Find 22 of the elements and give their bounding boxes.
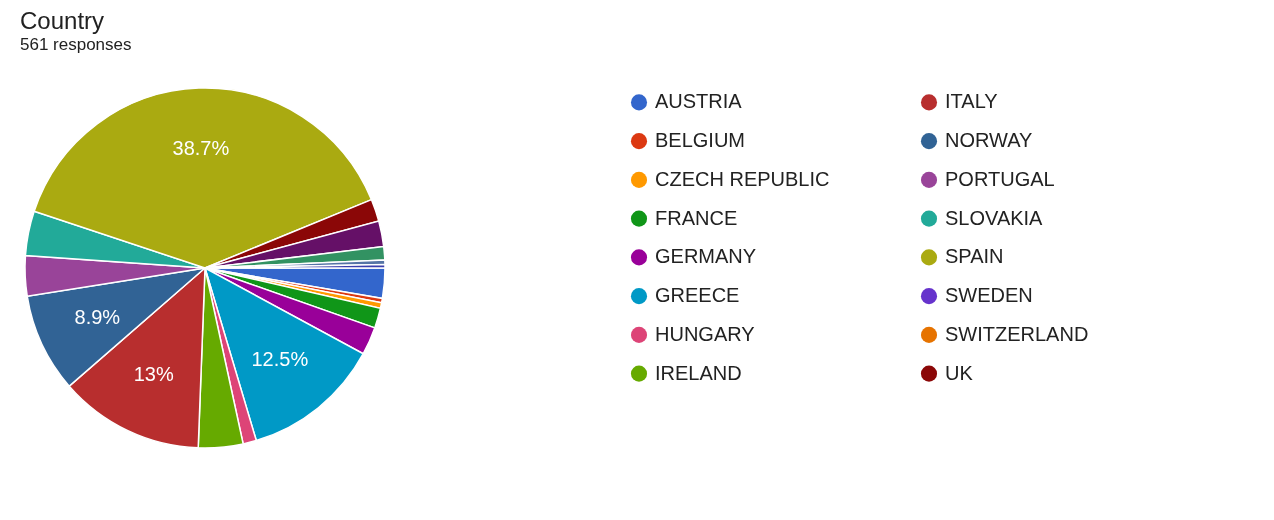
legend-label: PORTUGAL: [945, 167, 1055, 190]
legend-label: GREECE: [655, 284, 740, 307]
data-label: 12.5%: [251, 348, 309, 371]
legend-label: AUSTRIA: [655, 90, 743, 113]
data-label: 38.7%: [172, 137, 230, 160]
data-label: 13%: [133, 363, 174, 386]
legend-label: BELGIUM: [655, 129, 746, 152]
legend-label: SWEDEN: [945, 284, 1033, 307]
legend-label: SPAIN: [945, 245, 1004, 268]
legend-label: CZECH REPUBLIC: [655, 167, 830, 190]
legend-label: SLOVAKIA: [945, 206, 1044, 229]
data-label: 8.9%: [74, 306, 121, 329]
legend-label: GERMANY: [655, 245, 757, 268]
legend-label: HUNGARY: [655, 322, 755, 345]
legend-label: NORWAY: [945, 129, 1033, 152]
legend-label: FRANCE: [655, 206, 738, 229]
legend-label: UK: [945, 361, 974, 384]
legend-label: SWITZERLAND: [945, 322, 1089, 345]
chart-subtitle: 561 responses: [20, 35, 132, 54]
legend-label: ITALY: [945, 90, 998, 113]
legend-label: IRELAND: [655, 361, 742, 384]
chart-title: Country: [20, 7, 105, 34]
